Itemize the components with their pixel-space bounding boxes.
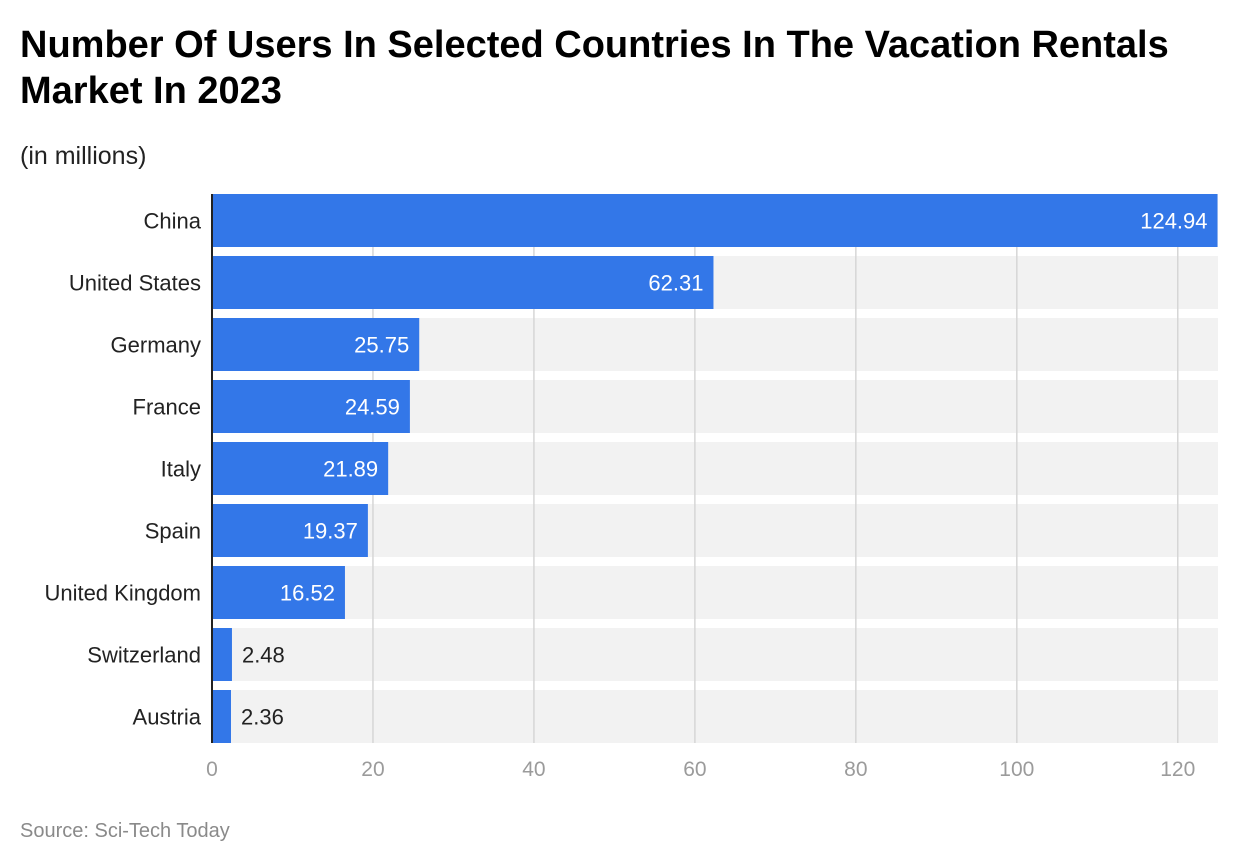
category-label: United States — [69, 271, 201, 296]
category-label: China — [144, 209, 202, 234]
category-label: United Kingdom — [44, 581, 201, 606]
x-tick-label: 40 — [522, 758, 545, 781]
value-label: 2.48 — [242, 643, 285, 668]
x-tick-label: 0 — [206, 758, 218, 781]
category-label: Italy — [161, 457, 201, 482]
value-label: 2.36 — [241, 705, 284, 730]
category-label: Switzerland — [87, 643, 201, 668]
value-label: 24.59 — [345, 395, 400, 420]
chart-title: Number Of Users In Selected Countries In… — [20, 24, 1169, 112]
x-tick-label: 100 — [999, 758, 1034, 781]
value-label: 124.94 — [1140, 209, 1207, 234]
bar — [212, 256, 714, 309]
value-label: 19.37 — [303, 519, 358, 544]
bar — [212, 442, 389, 495]
value-label: 21.89 — [323, 457, 378, 482]
x-tick-label: 80 — [844, 758, 867, 781]
category-label: Spain — [145, 519, 201, 544]
bar — [212, 628, 232, 681]
bar — [212, 318, 420, 371]
bar — [212, 194, 1218, 247]
value-label: 25.75 — [354, 333, 409, 358]
bar — [212, 380, 410, 433]
category-label: Austria — [133, 705, 202, 730]
bar — [212, 504, 368, 557]
chart-subtitle: (in millions) — [20, 142, 147, 170]
bar-track — [212, 690, 1218, 743]
x-tick-label: 20 — [361, 758, 384, 781]
category-label: France — [133, 395, 201, 420]
x-tick-label: 120 — [1160, 758, 1195, 781]
bar-track — [212, 628, 1218, 681]
category-label: Germany — [111, 333, 201, 358]
bar-track — [212, 504, 1218, 557]
bar — [212, 566, 345, 619]
bar — [212, 690, 231, 743]
value-label: 16.52 — [280, 581, 335, 606]
source-note: Source: Sci-Tech Today — [20, 820, 230, 842]
x-tick-label: 60 — [683, 758, 706, 781]
value-label: 62.31 — [648, 271, 703, 296]
bar-track — [212, 566, 1218, 619]
